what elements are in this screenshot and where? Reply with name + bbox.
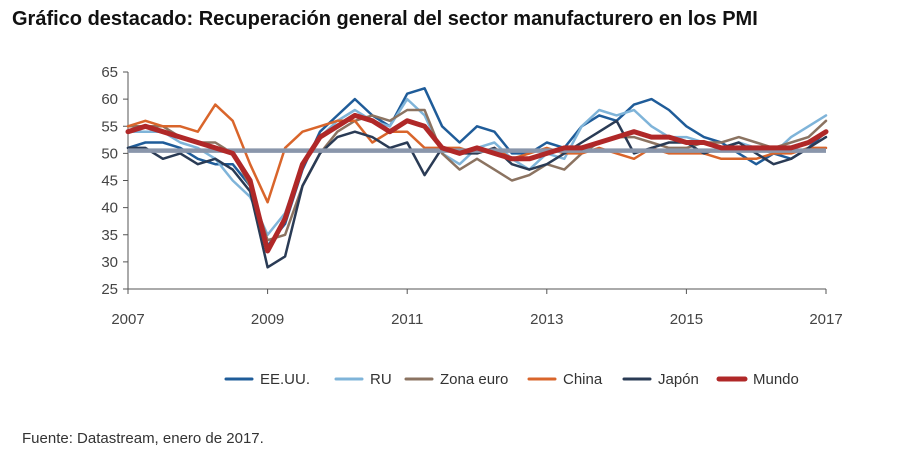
x-tick-label-2015: 2015 bbox=[670, 311, 703, 328]
y-tick-label-40: 40 bbox=[101, 200, 118, 217]
x-tick-label-2007: 2007 bbox=[111, 311, 144, 328]
y-tick-label-25: 25 bbox=[101, 281, 118, 298]
y-tick-label-30: 30 bbox=[101, 254, 118, 271]
legend-label-jap-n: Japón bbox=[658, 371, 699, 388]
legend: EE.UU. RU Zona euro China Japón Mundo bbox=[224, 371, 799, 388]
x-tick-label-2017: 2017 bbox=[809, 311, 842, 328]
x-tick-label-2011: 2011 bbox=[391, 311, 423, 328]
y-tick-label-65: 65 bbox=[101, 64, 118, 81]
y-tick-label-60: 60 bbox=[101, 91, 118, 108]
chart-title: Gráfico destacado: Recuperación general … bbox=[12, 8, 758, 30]
source-note: Fuente: Datastream, enero de 2017. bbox=[22, 430, 264, 447]
legend-label-zona-euro: Zona euro bbox=[440, 371, 508, 388]
x-tick-label-2013: 2013 bbox=[530, 311, 563, 328]
y-tick-label-45: 45 bbox=[101, 173, 118, 190]
series-line-zona-euro bbox=[126, 108, 828, 242]
series-layer bbox=[125, 87, 829, 269]
axes: 25 30 35 40 45 50 55 60 65 2007 2009 2011 2013 2015 20… bbox=[101, 64, 842, 328]
legend-label-china: China bbox=[563, 371, 603, 388]
legend-label-mundo: Mundo bbox=[753, 371, 799, 388]
y-tick-label-55: 55 bbox=[101, 118, 118, 135]
legend-label-ru: RU bbox=[370, 371, 392, 388]
series-line-mundo bbox=[125, 112, 829, 254]
y-tick-label-50: 50 bbox=[101, 145, 118, 162]
series-line-ee-uu- bbox=[126, 87, 828, 247]
y-tick-label-35: 35 bbox=[101, 227, 118, 244]
legend-label-ee-uu-: EE.UU. bbox=[260, 371, 310, 388]
x-tick-label-2009: 2009 bbox=[251, 311, 284, 328]
